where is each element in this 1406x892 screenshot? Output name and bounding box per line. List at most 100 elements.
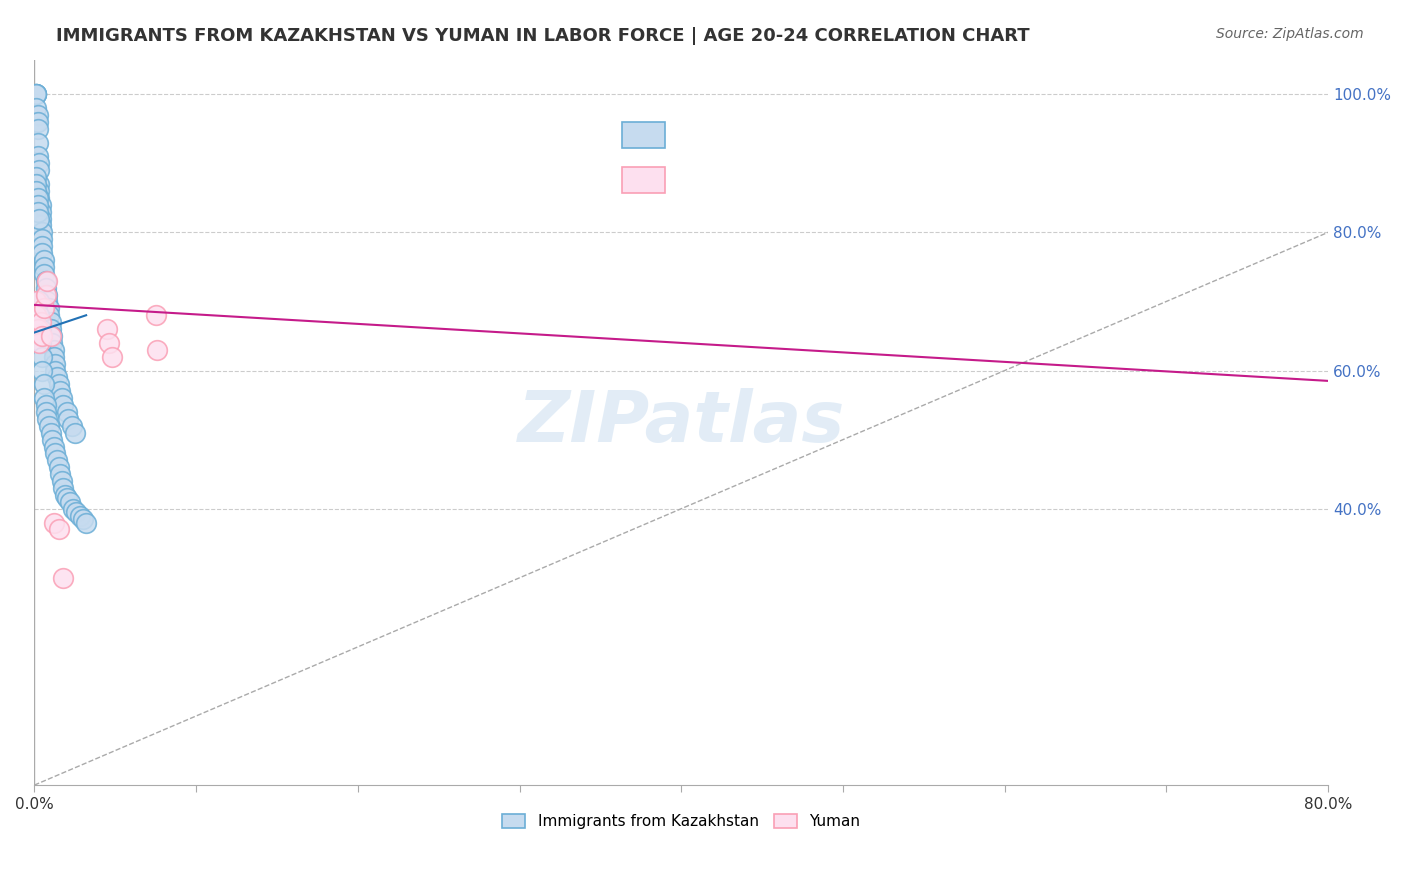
Point (31, 239, 53, 253)
Point (38, 418, 60, 433)
Point (39, 322, 62, 336)
Point (25, 87, 48, 102)
Point (52, 571, 75, 585)
Point (30, 322, 52, 336)
Point (39, 425, 62, 440)
Point (27, 136, 49, 150)
Point (31, 225, 53, 239)
Point (41, 329, 63, 343)
Point (60, 418, 83, 433)
Point (46, 453, 69, 467)
Point (37, 412, 59, 426)
Point (72, 512, 94, 526)
Legend: Immigrants from Kazakhstan, Yuman: Immigrants from Kazakhstan, Yuman (496, 808, 866, 836)
Point (65, 505, 87, 519)
Point (41, 335, 63, 350)
Point (39, 329, 62, 343)
Point (31, 329, 53, 343)
Point (25, 184, 48, 198)
Point (28, 177, 51, 191)
Point (37, 274, 59, 288)
Point (37, 287, 59, 301)
Point (42, 516, 65, 530)
Point (42, 350, 65, 364)
Point (38, 301, 60, 316)
Point (25, 87, 48, 102)
Point (42, 343, 65, 357)
Point (27, 115, 49, 129)
Point (27, 108, 49, 122)
Point (35, 287, 58, 301)
Point (35, 280, 58, 294)
Point (30, 197, 52, 211)
Point (51, 474, 73, 488)
Point (27, 204, 49, 219)
Point (48, 460, 70, 475)
Point (51, 391, 73, 405)
Point (25, 87, 48, 102)
Point (25, 177, 48, 191)
Point (55, 405, 77, 419)
Point (27, 197, 49, 211)
Point (27, 149, 49, 163)
Point (44, 357, 66, 371)
Point (30, 315, 52, 329)
Point (28, 163, 51, 178)
Point (35, 398, 58, 412)
Point (97, 335, 120, 350)
Point (41, 433, 63, 447)
Point (59, 495, 82, 509)
Point (28, 156, 51, 170)
Point (32, 377, 55, 392)
Point (25, 115, 48, 129)
Point (55, 491, 77, 506)
Text: Source: ZipAtlas.com: Source: ZipAtlas.com (1216, 27, 1364, 41)
Point (31, 350, 53, 364)
Point (28, 211, 51, 226)
Point (38, 308, 60, 322)
Point (28, 191, 51, 205)
Point (30, 211, 52, 226)
Point (69, 508, 91, 523)
Point (28, 184, 51, 198)
Point (25, 87, 48, 102)
Point (32, 260, 55, 274)
Point (25, 169, 48, 184)
Point (53, 488, 76, 502)
Point (31, 232, 53, 246)
Point (58, 412, 80, 426)
Point (96, 322, 118, 336)
Point (30, 204, 52, 219)
Point (30, 335, 52, 350)
Point (35, 274, 58, 288)
Point (48, 523, 70, 537)
Point (49, 384, 72, 399)
Point (44, 363, 66, 377)
Point (39, 315, 62, 329)
Text: ZIPatlas: ZIPatlas (517, 388, 845, 457)
Point (31, 363, 53, 377)
Point (32, 252, 55, 267)
Point (28, 308, 51, 322)
Point (28, 294, 51, 309)
Point (35, 405, 58, 419)
Point (49, 467, 72, 482)
Point (25, 308, 48, 322)
Point (28, 335, 51, 350)
Point (32, 267, 55, 281)
Point (25, 294, 48, 309)
Point (62, 501, 84, 516)
Point (25, 101, 48, 115)
Point (30, 219, 52, 233)
Point (27, 191, 49, 205)
Point (27, 322, 49, 336)
Point (32, 301, 55, 316)
Point (146, 343, 169, 357)
Point (145, 308, 167, 322)
Point (101, 350, 124, 364)
Point (52, 398, 75, 412)
Point (44, 446, 66, 460)
Point (27, 121, 49, 136)
Point (37, 294, 59, 309)
Point (52, 481, 75, 495)
